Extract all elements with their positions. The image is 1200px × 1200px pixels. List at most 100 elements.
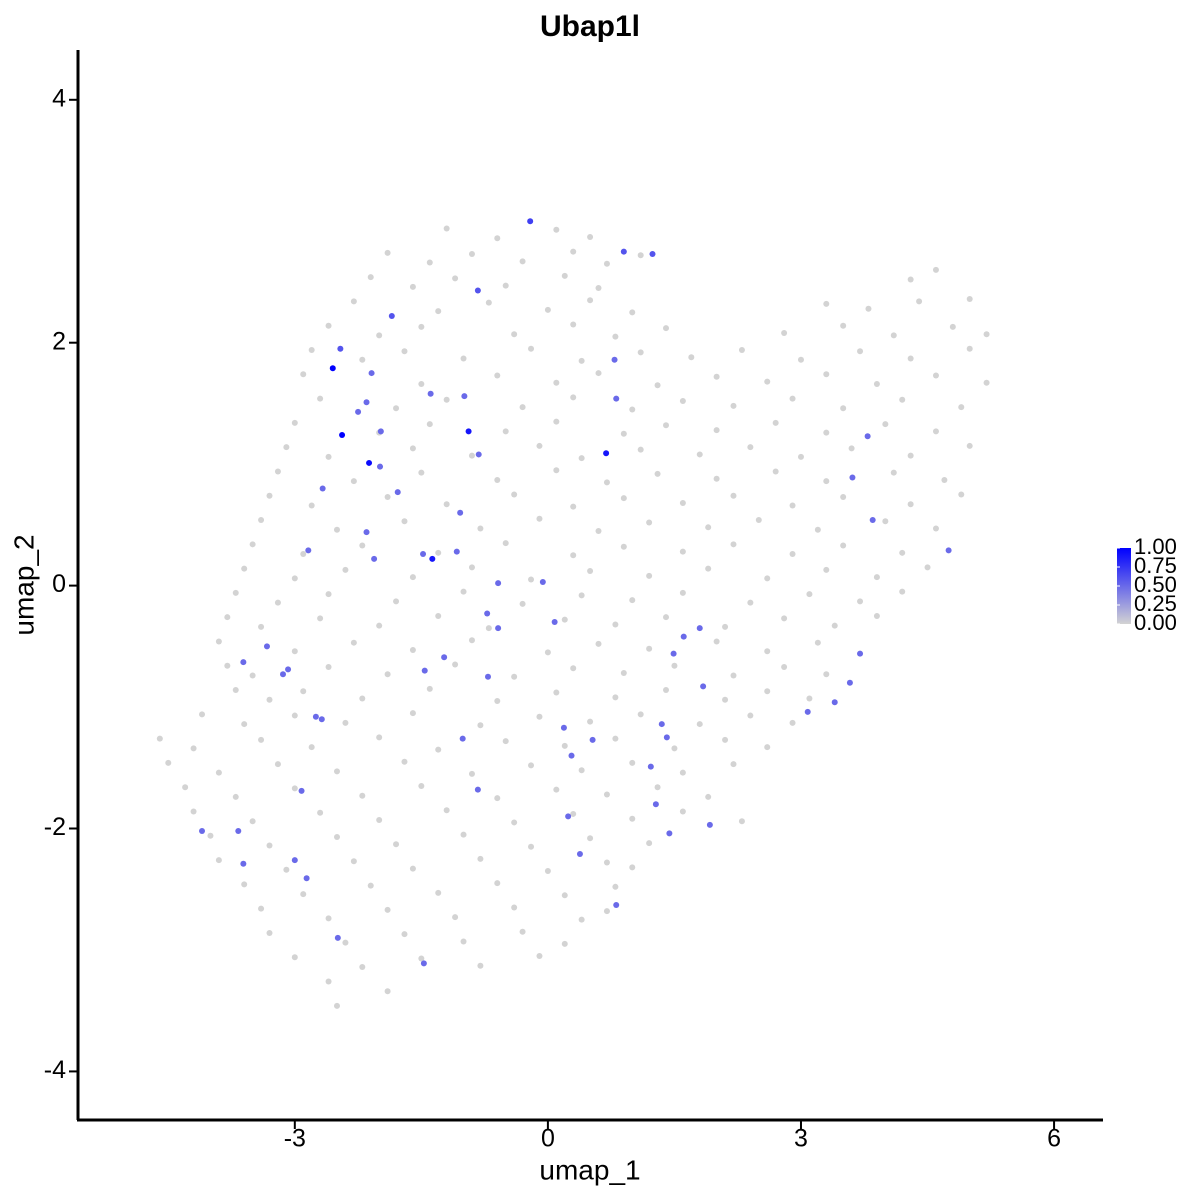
point <box>241 565 248 572</box>
point <box>764 648 771 655</box>
point <box>666 830 673 837</box>
point <box>941 476 948 483</box>
point <box>620 430 627 437</box>
point <box>595 370 602 377</box>
point <box>418 323 425 330</box>
point <box>570 394 577 401</box>
point <box>291 857 298 864</box>
point <box>477 525 484 532</box>
point <box>679 769 686 776</box>
point <box>333 526 340 533</box>
point <box>388 312 395 319</box>
point <box>806 591 813 598</box>
point <box>393 841 400 848</box>
point <box>713 638 720 645</box>
point <box>350 298 357 305</box>
point <box>475 451 482 458</box>
point <box>266 492 273 499</box>
point <box>629 864 636 871</box>
point <box>485 673 491 680</box>
point <box>629 406 636 413</box>
point <box>443 501 450 508</box>
point <box>781 663 788 670</box>
point <box>359 695 366 702</box>
point <box>426 685 433 692</box>
point <box>266 842 273 849</box>
point <box>494 795 501 802</box>
point <box>671 745 678 752</box>
point <box>215 769 222 776</box>
point <box>646 519 653 526</box>
point <box>899 396 906 403</box>
point <box>755 517 762 524</box>
point <box>647 763 654 770</box>
point <box>274 599 281 606</box>
point <box>730 541 737 548</box>
point <box>544 868 551 875</box>
point <box>848 445 855 452</box>
point <box>603 859 610 866</box>
point <box>764 688 771 695</box>
point <box>570 503 577 510</box>
point <box>561 892 568 899</box>
point <box>679 500 686 507</box>
point <box>679 589 686 596</box>
point <box>831 699 838 706</box>
point <box>376 817 383 824</box>
point <box>283 866 290 873</box>
point <box>452 661 459 668</box>
point <box>612 883 619 890</box>
point <box>249 672 256 679</box>
x-axis-title: umap_1 <box>539 1154 640 1185</box>
colorbar-tick-label: 0.50 <box>1134 572 1177 597</box>
point <box>190 745 197 752</box>
point <box>646 572 653 579</box>
point <box>730 761 737 768</box>
point <box>308 346 315 353</box>
point <box>460 938 467 945</box>
point <box>629 309 636 316</box>
point <box>857 598 864 605</box>
point <box>864 433 871 440</box>
point <box>688 354 695 361</box>
point <box>561 940 568 947</box>
point <box>457 509 464 516</box>
point <box>713 427 720 434</box>
point <box>333 768 340 775</box>
point <box>359 356 366 363</box>
point <box>696 451 703 458</box>
point <box>325 322 332 329</box>
point <box>317 395 324 402</box>
point <box>298 787 305 794</box>
point <box>519 258 526 265</box>
point <box>182 784 189 791</box>
point <box>376 332 383 339</box>
y-tick-label: -4 <box>44 1056 66 1084</box>
point <box>789 395 796 402</box>
point <box>420 960 427 967</box>
point <box>393 598 400 605</box>
point <box>966 345 973 352</box>
point <box>671 662 678 669</box>
point <box>561 742 568 749</box>
point <box>730 402 737 409</box>
point <box>924 564 931 571</box>
point <box>443 225 450 232</box>
point <box>679 397 686 404</box>
point <box>658 721 665 728</box>
point <box>165 759 172 766</box>
point <box>401 518 408 525</box>
point <box>421 667 428 674</box>
point <box>587 835 594 842</box>
point <box>553 786 560 793</box>
point <box>764 744 771 751</box>
point <box>823 371 830 378</box>
point <box>772 419 779 426</box>
point <box>629 759 636 766</box>
point <box>308 502 315 509</box>
point <box>560 724 567 731</box>
point <box>536 442 543 449</box>
point <box>840 542 847 549</box>
point <box>468 770 475 777</box>
